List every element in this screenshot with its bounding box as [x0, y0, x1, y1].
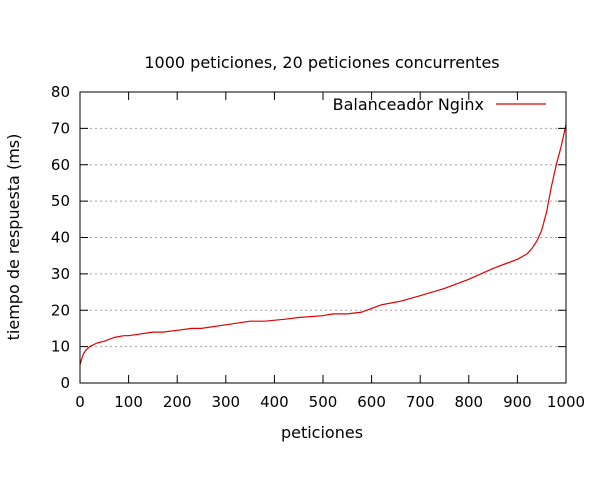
- plot-frame: [79, 91, 567, 384]
- x-tick-label: 400: [260, 393, 289, 411]
- x-tick-label: 1000: [547, 393, 585, 411]
- y-tick-label: 0: [60, 374, 70, 392]
- x-axis-tick-labels: 0 100 200 300 400 500 600 700 800 900 1000: [75, 393, 585, 411]
- y-tick-label: 70: [51, 119, 70, 137]
- x-tick-label: 200: [163, 393, 192, 411]
- legend-label-balanceador-nginx: Balanceador Nginx: [333, 95, 484, 114]
- x-axis-label: peticiones: [281, 423, 363, 442]
- y-tick-label: 60: [51, 156, 70, 174]
- x-tick-label: 800: [454, 393, 483, 411]
- legend: Balanceador Nginx: [333, 95, 546, 114]
- y-tick-label: 30: [51, 265, 70, 283]
- gridlines: [80, 127, 566, 348]
- y-tick-label: 10: [51, 338, 70, 356]
- plot-area: [79, 124, 567, 365]
- x-tick-label: 100: [114, 393, 143, 411]
- x-tick-label: 0: [75, 393, 85, 411]
- axis-ticks: [79, 91, 567, 384]
- x-tick-label: 600: [357, 393, 386, 411]
- x-tick-label: 900: [503, 393, 532, 411]
- y-tick-label: 20: [51, 301, 70, 319]
- y-axis-label: tiempo de respuesta (ms): [4, 134, 23, 341]
- series-line-balanceador-nginx: [79, 124, 567, 365]
- y-tick-label: 40: [51, 229, 70, 247]
- x-tick-label: 700: [406, 393, 435, 411]
- y-axis-tick-labels: 0 10 20 30 40 50 60 70 80: [51, 83, 70, 392]
- chart-title: 1000 peticiones, 20 peticiones concurren…: [144, 53, 499, 72]
- y-tick-label: 50: [51, 192, 70, 210]
- y-tick-label: 80: [51, 83, 70, 101]
- x-tick-label: 300: [211, 393, 240, 411]
- x-tick-label: 500: [309, 393, 338, 411]
